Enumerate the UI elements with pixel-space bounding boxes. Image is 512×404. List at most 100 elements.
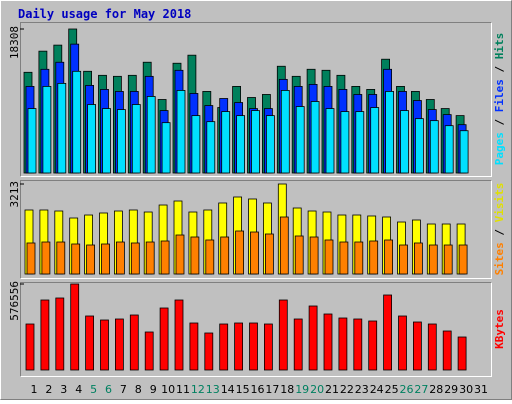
bar — [263, 323, 273, 371]
bar — [251, 110, 260, 174]
bar — [354, 241, 364, 275]
bar — [220, 236, 230, 275]
y-tick-label: 3213 — [8, 181, 21, 208]
x-tick-label: 20 — [310, 383, 324, 396]
legend-separator: / — [493, 112, 506, 132]
x-tick-label: 7 — [120, 383, 127, 396]
bar — [204, 332, 214, 371]
bar — [428, 244, 438, 275]
bar — [70, 283, 80, 371]
bar — [26, 242, 36, 275]
bar — [310, 101, 320, 174]
bar — [40, 299, 50, 371]
bar — [370, 107, 380, 174]
x-tick-label: 29 — [444, 383, 458, 396]
bar — [115, 318, 124, 371]
bar — [308, 305, 318, 371]
legend-separator: / — [493, 222, 506, 242]
bar — [160, 240, 170, 275]
x-tick-label: 3 — [60, 383, 67, 396]
x-tick-label: 6 — [105, 383, 112, 396]
bar — [87, 104, 96, 174]
bar — [384, 239, 394, 275]
bar — [55, 297, 65, 371]
x-tick-label: 5 — [90, 383, 97, 396]
bar — [176, 90, 186, 174]
bar — [279, 216, 289, 275]
bar — [399, 244, 408, 275]
panel-highlight — [20, 282, 492, 377]
bar — [413, 242, 423, 275]
bar — [294, 235, 304, 275]
x-tick-label: 17 — [265, 383, 279, 396]
bar — [325, 108, 335, 174]
x-tick-label: 15 — [236, 383, 250, 396]
x-tick-label: 24 — [370, 383, 384, 396]
bar — [86, 244, 95, 275]
x-tick-label: 30 — [459, 383, 473, 396]
x-tick-label: 19 — [295, 383, 309, 396]
y-tick-label: 576556 — [8, 281, 21, 321]
bar — [293, 318, 303, 371]
bar — [205, 239, 215, 275]
legend-entry: KBytes — [493, 309, 506, 349]
x-tick-label: 22 — [340, 383, 354, 396]
bar — [383, 294, 393, 371]
x-tick-label: 26 — [400, 383, 414, 396]
bar — [116, 241, 125, 275]
bar — [234, 322, 244, 371]
x-tick-label: 8 — [135, 383, 142, 396]
bar — [235, 230, 245, 275]
x-tick-label: 2 — [45, 383, 52, 396]
x-tick-label: 10 — [161, 383, 175, 396]
bar — [221, 111, 231, 174]
bar — [145, 241, 155, 275]
legend-entry: Visits — [493, 183, 506, 223]
x-tick-label: 16 — [251, 383, 265, 396]
bar — [353, 318, 363, 371]
bar — [280, 90, 290, 174]
bar — [161, 122, 171, 174]
bar — [100, 319, 109, 371]
bar — [457, 336, 467, 371]
x-tick-label: 13 — [206, 383, 220, 396]
bar — [159, 307, 169, 371]
bar — [458, 244, 468, 275]
bar — [443, 244, 453, 275]
bar — [459, 130, 469, 174]
bar — [41, 241, 51, 275]
bar — [219, 323, 229, 371]
bar — [429, 120, 439, 174]
x-tick-label: 31 — [474, 383, 488, 396]
bar — [71, 243, 81, 275]
bar — [102, 108, 111, 174]
legend: Pages / Files / Hits — [493, 33, 506, 166]
bar — [400, 110, 409, 174]
bar — [427, 323, 437, 371]
bar — [174, 299, 184, 371]
x-tick-label: 21 — [325, 383, 339, 396]
x-tick-label: 12 — [191, 383, 205, 396]
chart-title: Daily usage for May 2018 — [18, 7, 191, 21]
bar — [57, 82, 67, 174]
bar — [309, 236, 319, 275]
x-tick-label: 23 — [355, 383, 369, 396]
bar — [144, 331, 154, 371]
bar — [249, 322, 258, 371]
y-tick-label: 18308 — [8, 26, 21, 59]
bar — [190, 236, 200, 275]
bar — [72, 70, 82, 174]
bar — [340, 111, 350, 174]
bar — [369, 240, 379, 275]
bar — [355, 111, 365, 174]
bar — [412, 321, 422, 371]
bar — [324, 239, 334, 275]
bar — [444, 125, 454, 174]
bar — [264, 233, 274, 275]
bar — [85, 315, 94, 371]
x-tick-label: 11 — [176, 383, 190, 396]
bar — [129, 314, 139, 371]
x-tick-label: 9 — [150, 383, 157, 396]
bar — [101, 243, 110, 275]
bar — [117, 109, 126, 174]
